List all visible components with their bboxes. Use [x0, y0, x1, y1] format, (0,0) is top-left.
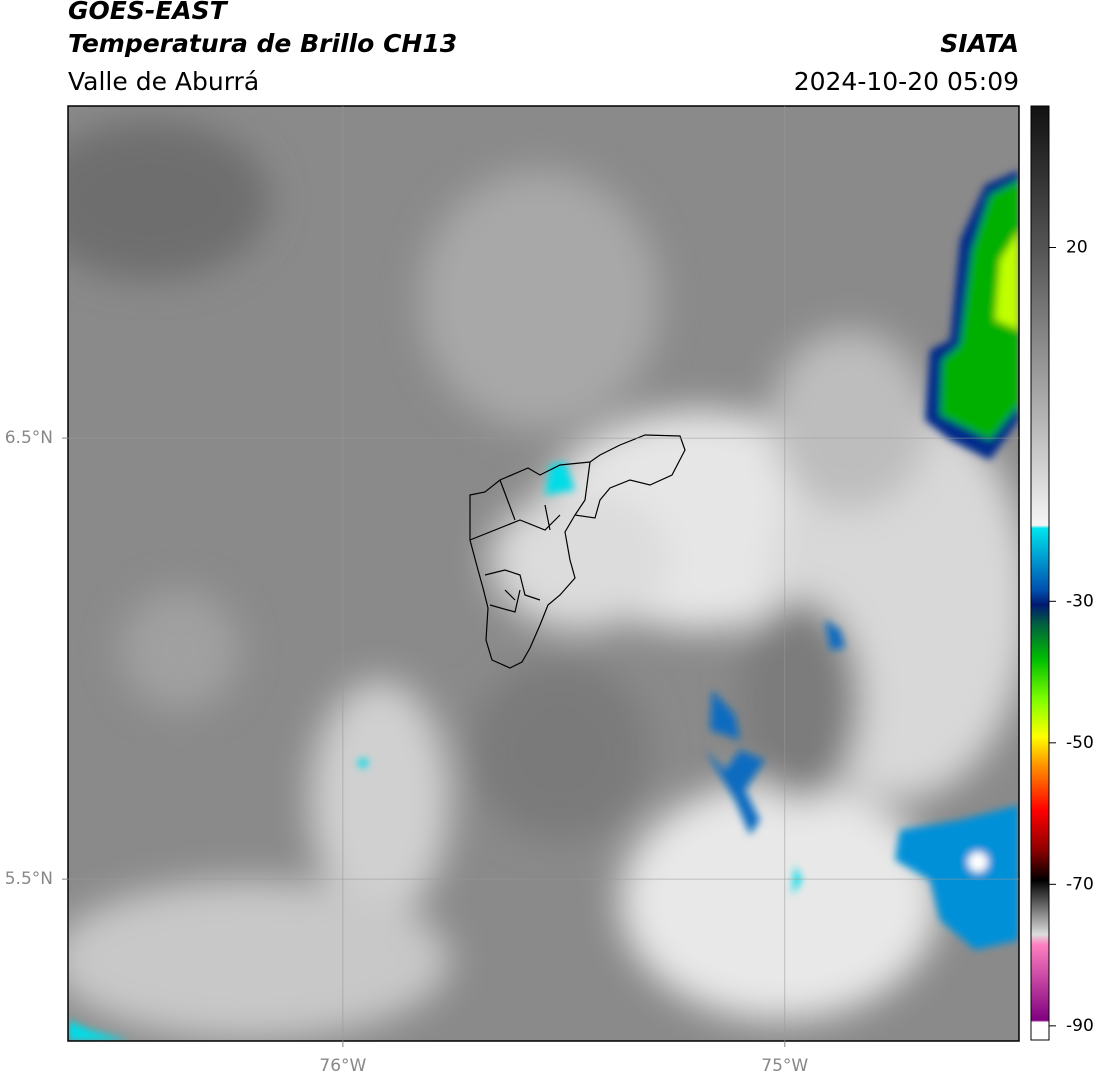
- x-tick-label: 76°W: [319, 1056, 366, 1076]
- title: GOES-EAST: [68, 0, 229, 25]
- subtitle: Temperatura de Brillo CH13: [68, 29, 457, 58]
- timestamp: 2024-10-20 05:09: [794, 67, 1019, 96]
- colorbar-tick-label: 20: [1066, 238, 1088, 258]
- y-tick-label: 6.5°N: [5, 428, 53, 448]
- region: Valle de Aburrá: [68, 67, 259, 96]
- x-tick-label: 75°W: [761, 1056, 808, 1076]
- colorbar-tick-label: -90: [1066, 1016, 1094, 1036]
- colorbar-tick-label: -30: [1066, 591, 1094, 611]
- colorbar: [1030, 105, 1050, 1041]
- satellite-image: [68, 106, 1019, 1041]
- y-tick-label: 5.5°N: [5, 869, 53, 889]
- map-frame: [67, 105, 1020, 1042]
- source: SIATA: [940, 29, 1019, 58]
- colorbar-tick-label: -70: [1066, 874, 1094, 894]
- colorbar-tick-label: -50: [1066, 733, 1094, 753]
